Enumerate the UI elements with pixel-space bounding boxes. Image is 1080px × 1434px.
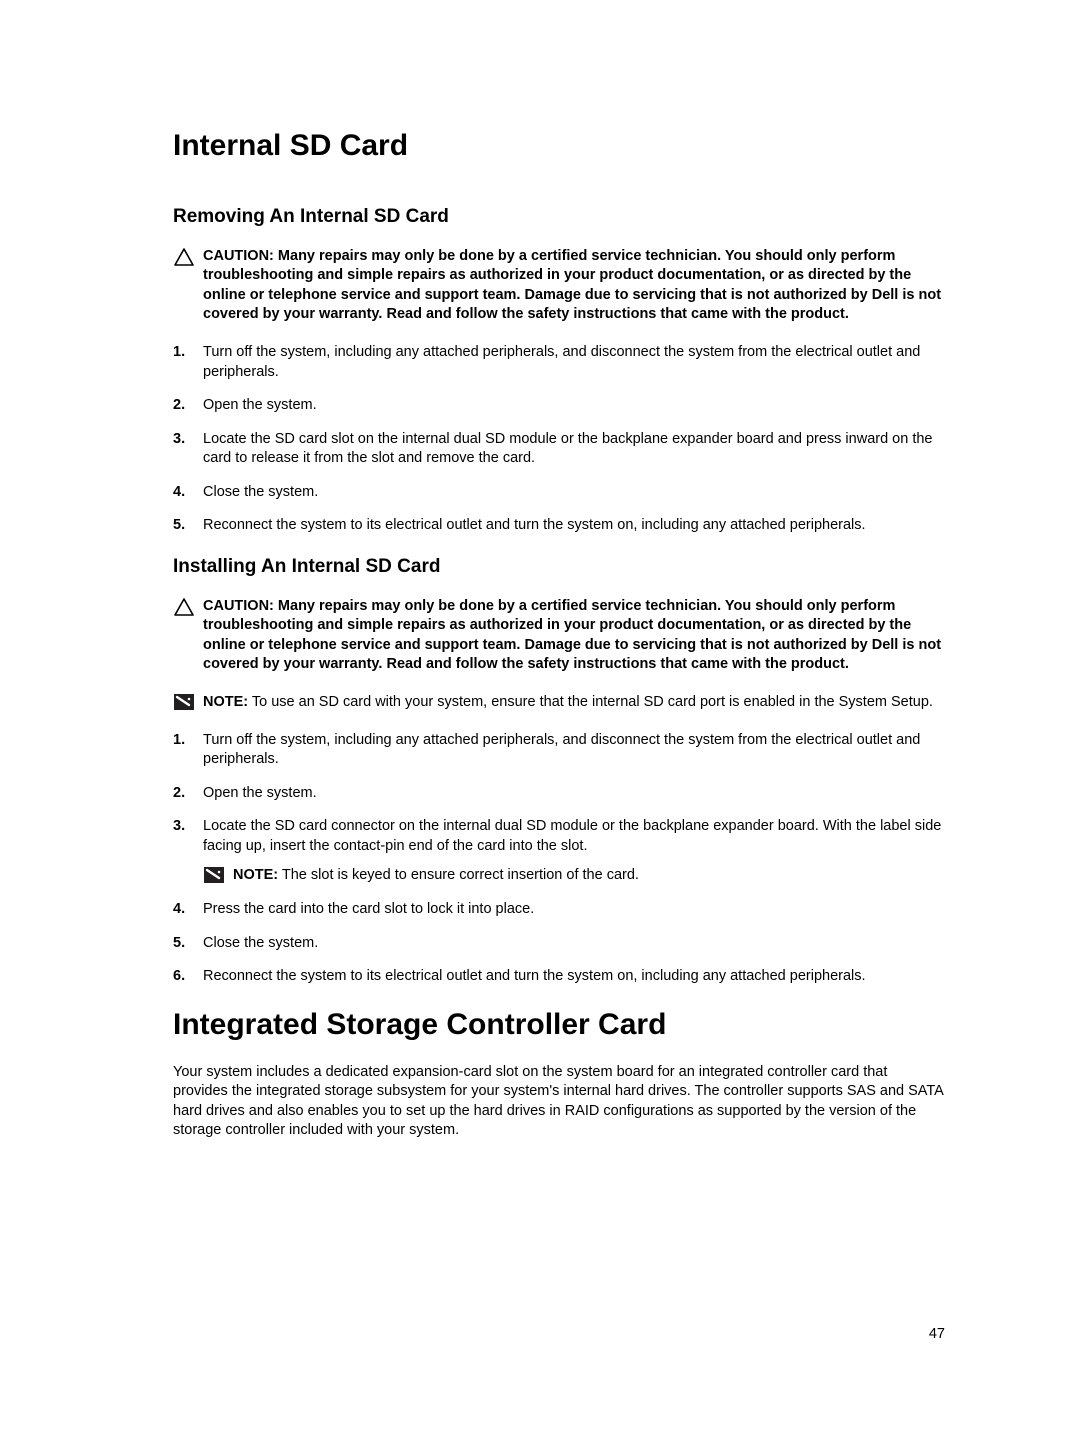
section-heading: Internal SD Card bbox=[173, 128, 945, 164]
list-item: 1.Turn off the system, including any att… bbox=[173, 731, 945, 770]
note-block: NOTE: To use an SD card with your system… bbox=[173, 693, 945, 713]
note-icon bbox=[203, 866, 225, 883]
list-item: 6.Reconnect the system to its electrical… bbox=[173, 967, 945, 987]
inner-note-text: NOTE: The slot is keyed to ensure correc… bbox=[225, 866, 945, 886]
list-item: 2.Open the system. bbox=[173, 784, 945, 804]
caution-block: CAUTION: Many repairs may only be done b… bbox=[173, 247, 945, 325]
page-number: 47 bbox=[929, 1326, 945, 1342]
list-item: 4.Press the card into the card slot to l… bbox=[173, 900, 945, 920]
list-item: 2.Open the system. bbox=[173, 396, 945, 416]
document-page: Internal SD Card Removing An Internal SD… bbox=[0, 0, 1080, 1434]
list-item: 1.Turn off the system, including any att… bbox=[173, 343, 945, 382]
list-item: 5.Reconnect the system to its electrical… bbox=[173, 516, 945, 536]
list-item: 3.Locate the SD card slot on the interna… bbox=[173, 430, 945, 469]
procedure-list: 1.Turn off the system, including any att… bbox=[173, 343, 945, 536]
caution-icon bbox=[173, 247, 195, 266]
procedure-list: 1.Turn off the system, including any att… bbox=[173, 731, 945, 987]
list-item: 3. Locate the SD card connector on the i… bbox=[173, 817, 945, 886]
list-item: 4.Close the system. bbox=[173, 483, 945, 503]
note-text: NOTE: To use an SD card with your system… bbox=[195, 693, 945, 713]
caution-block: CAUTION: Many repairs may only be done b… bbox=[173, 597, 945, 675]
body-paragraph: Your system includes a dedicated expansi… bbox=[173, 1063, 945, 1141]
subsection-heading: Installing An Internal SD Card bbox=[173, 556, 945, 579]
caution-icon bbox=[173, 597, 195, 616]
caution-text: CAUTION: Many repairs may only be done b… bbox=[195, 597, 945, 675]
list-item: 5.Close the system. bbox=[173, 934, 945, 954]
note-icon bbox=[173, 693, 195, 710]
subsection-heading: Removing An Internal SD Card bbox=[173, 206, 945, 229]
caution-text: CAUTION: Many repairs may only be done b… bbox=[195, 247, 945, 325]
inner-note-block: NOTE: The slot is keyed to ensure correc… bbox=[203, 866, 945, 886]
section-heading: Integrated Storage Controller Card bbox=[173, 1007, 945, 1043]
